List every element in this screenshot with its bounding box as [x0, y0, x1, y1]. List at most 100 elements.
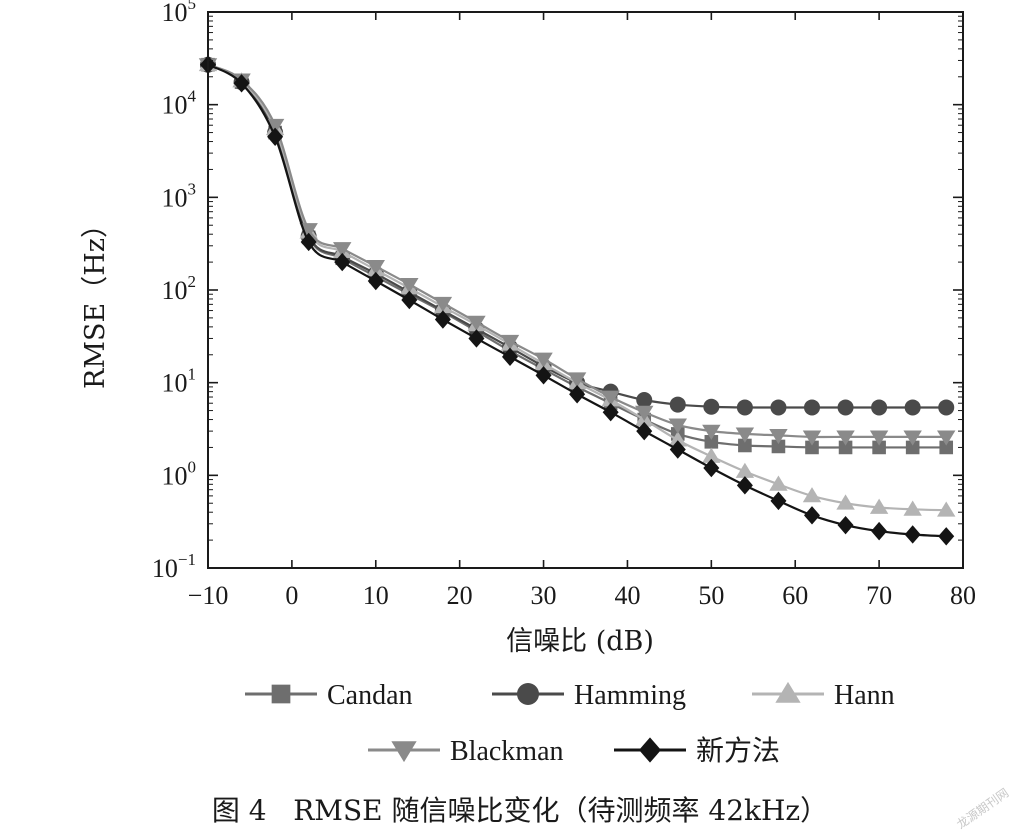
- legend-item: Blackman: [368, 736, 564, 767]
- series-0-point: [838, 440, 853, 455]
- series-4-point: [770, 491, 787, 511]
- series-3: [198, 58, 956, 446]
- series-2-line: [207, 63, 947, 512]
- series-1-point: [871, 399, 888, 416]
- series-3-point: [601, 390, 620, 406]
- series-0-point: [805, 440, 819, 455]
- series-1-line: [207, 63, 947, 409]
- series-2-point: [769, 475, 788, 491]
- series-2-point: [869, 498, 889, 514]
- series-3-point: [333, 242, 352, 258]
- x-tick-label: 40: [614, 581, 640, 610]
- legend-swatch-marker: [775, 681, 801, 703]
- legend-swatch-marker: [639, 737, 661, 763]
- series-4-point: [636, 421, 653, 441]
- series-1-point: [837, 399, 854, 416]
- series-3-point: [937, 430, 956, 446]
- x-tick-label: 60: [782, 581, 808, 610]
- legend-item: Candan: [245, 680, 413, 711]
- series-3-point: [635, 405, 654, 422]
- axes: −10 0 10 20 30 40 50 60 70 80 10−1 100 101 102 103 104 1…: [152, 0, 976, 610]
- series-3-point: [400, 277, 419, 294]
- series-3-point: [668, 418, 687, 434]
- series-4-point: [535, 366, 552, 385]
- y-tick-label: 101: [162, 365, 197, 398]
- legend: Candan Hamming Hann Blackman 新方法: [245, 680, 895, 767]
- y-axis-label: RMSE（Hz）: [80, 211, 111, 389]
- figure-caption: 图 4 RMSE 随信噪比变化（待测频率 42kHz）: [212, 794, 828, 827]
- series-3-point: [265, 118, 285, 135]
- series-4-point: [602, 403, 619, 422]
- series-4-point: [334, 252, 351, 272]
- x-tick-label: −10: [188, 581, 229, 610]
- x-tick-label: 50: [698, 581, 724, 610]
- series-3-point: [735, 427, 755, 443]
- series-2-point: [903, 500, 922, 516]
- legend-label: Hann: [834, 680, 895, 711]
- x-tick-label: 0: [285, 581, 298, 610]
- series-2-point: [735, 462, 755, 478]
- series-4-point: [569, 385, 586, 404]
- watermark: 龙源期刊网: [954, 786, 1011, 832]
- series-4-point: [703, 458, 720, 478]
- series-4-point: [468, 329, 485, 348]
- y-tick-label: 10−1: [152, 550, 196, 583]
- y-tick-label: 105: [162, 0, 197, 27]
- series-3-point: [366, 259, 385, 276]
- y-tick-label: 104: [162, 87, 197, 120]
- series-3-point: [836, 430, 855, 446]
- x-tick-label: 80: [950, 581, 976, 610]
- series-2-point: [702, 447, 721, 463]
- series-3-point: [567, 372, 587, 388]
- x-tick-label: 20: [447, 581, 473, 610]
- series-4-point: [904, 525, 921, 544]
- series-4-point: [938, 527, 955, 546]
- series-3-point: [534, 352, 553, 368]
- series-1-point: [904, 399, 921, 416]
- series-0-point: [872, 440, 886, 455]
- plot-area: [198, 55, 956, 546]
- series-1-point: [669, 396, 686, 413]
- y-tick-label: 103: [162, 179, 197, 212]
- series-0-point: [738, 438, 752, 453]
- series-0-point: [771, 439, 786, 454]
- x-axis-label: 信噪比 (dB): [506, 626, 654, 657]
- series-3-point: [467, 315, 486, 331]
- series-3-point: [769, 428, 788, 445]
- series-1-point: [736, 399, 753, 416]
- plot-frame: [207, 11, 964, 569]
- series-4-point: [233, 74, 250, 93]
- series-4-point: [871, 521, 888, 541]
- legend-swatch-marker: [517, 683, 539, 705]
- series-0-point: [704, 435, 719, 449]
- series-3-point: [500, 334, 520, 351]
- series-3-point: [903, 430, 922, 446]
- series-3-point: [702, 424, 721, 440]
- legend-label: 新方法: [696, 735, 780, 767]
- series-0-point: [905, 440, 920, 455]
- legend-label: Blackman: [450, 736, 564, 767]
- y-tick-label: 102: [162, 272, 197, 305]
- legend-item: Hann: [752, 680, 895, 711]
- series-1-point: [703, 398, 720, 415]
- x-tick-label: 30: [531, 581, 557, 610]
- legend-item: 新方法: [614, 735, 780, 767]
- series-4-point: [401, 290, 418, 310]
- series-4-point: [837, 515, 854, 535]
- series-4-point: [669, 440, 686, 459]
- series-0-point: [939, 440, 954, 455]
- series-1-point: [770, 399, 787, 416]
- series-3-point: [299, 223, 318, 239]
- x-tick-label: 70: [866, 581, 892, 610]
- series-4-point: [804, 506, 820, 525]
- series-4: [200, 55, 955, 546]
- series-4-point: [434, 310, 451, 329]
- series-2-point: [802, 487, 822, 503]
- series-4-point: [267, 127, 284, 147]
- series-2-point: [836, 494, 855, 510]
- series-1-point: [636, 392, 653, 409]
- series-4-point: [367, 271, 384, 291]
- legend-swatch-marker: [391, 741, 417, 763]
- series-2-point: [668, 431, 687, 447]
- series-3-point: [802, 430, 822, 446]
